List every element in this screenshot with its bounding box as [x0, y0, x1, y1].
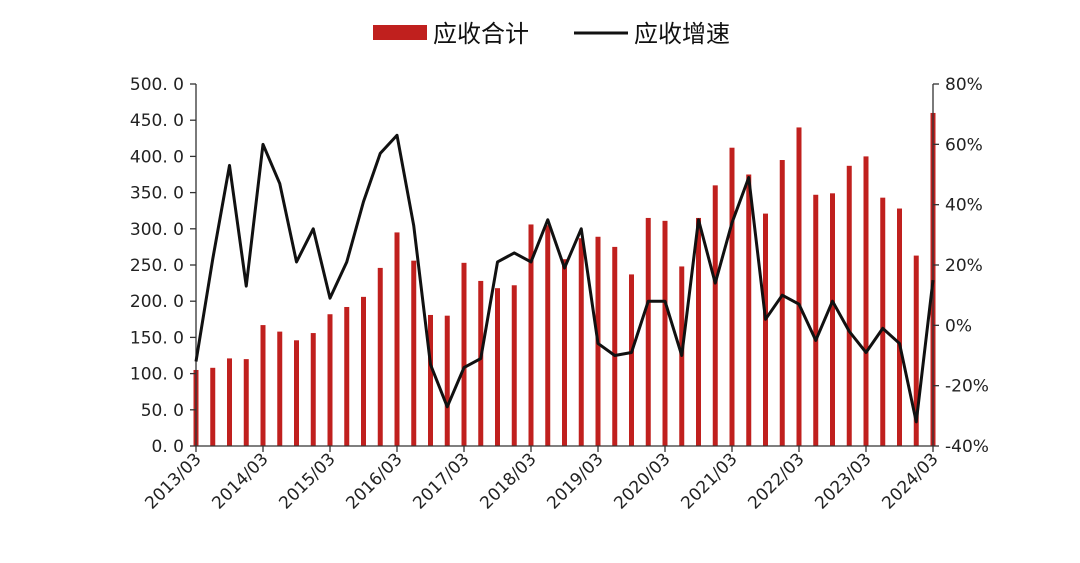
bar: [277, 331, 283, 446]
left-tick-label: 400. 0: [130, 147, 184, 167]
bar: [428, 314, 433, 446]
bar: [562, 259, 567, 446]
right-tick-label: 80%: [945, 75, 983, 95]
x-tick-label: 2014/03: [208, 449, 272, 513]
bar: [645, 217, 651, 446]
bar: [629, 274, 634, 446]
bar: [863, 156, 869, 446]
bar: [846, 165, 852, 446]
bar: [545, 225, 551, 446]
bar: [511, 285, 517, 446]
bar: [294, 340, 299, 446]
right-tick-label: 0%: [945, 316, 972, 336]
legend-label-bar: 应收合计: [433, 20, 529, 48]
left-tick-label: 0. 0: [152, 437, 184, 457]
legend-swatch-bar: [373, 25, 427, 40]
left-tick-label: 200. 0: [130, 292, 184, 312]
bar: [478, 280, 484, 446]
bar: [897, 208, 902, 446]
bar: [461, 262, 467, 446]
left-tick-label: 100. 0: [130, 365, 184, 385]
legend: 应收合计 应收增速: [373, 20, 730, 48]
left-tick-label: 350. 0: [130, 184, 184, 204]
bar: [763, 213, 768, 446]
bar: [227, 358, 232, 446]
bar: [729, 147, 735, 446]
x-tick-label: 2020/03: [610, 449, 674, 513]
bar: [361, 296, 366, 446]
x-tick-label: 2021/03: [677, 449, 741, 513]
bar: [411, 260, 417, 446]
bar: [260, 325, 266, 446]
right-tick-label: 60%: [945, 135, 983, 155]
bar: [394, 232, 400, 446]
bar: [578, 238, 584, 446]
bar: [612, 246, 618, 446]
left-tick-label: 250. 0: [130, 256, 184, 276]
bar: [444, 315, 450, 446]
left-axis-ticks: 500. 0 450. 0 400. 0 350. 0 300. 0 250. 0 200.…: [130, 75, 196, 457]
bar: [696, 217, 701, 446]
right-tick-label: -20%: [945, 377, 989, 397]
bar: [310, 333, 316, 446]
left-tick-label: 500. 0: [130, 75, 184, 95]
x-tick-label: 2017/03: [409, 449, 473, 513]
left-tick-label: 50. 0: [141, 401, 184, 421]
legend-label-line: 应收增速: [634, 20, 730, 48]
right-tick-label: 20%: [945, 256, 983, 276]
x-tick-label: 2022/03: [744, 449, 808, 513]
right-tick-label: 40%: [945, 196, 983, 216]
x-tick-label: 2013/03: [141, 449, 205, 513]
bar: [327, 314, 333, 446]
x-tick-label: 2016/03: [342, 449, 406, 513]
bar: [243, 359, 249, 446]
bar: [880, 197, 886, 446]
x-tick-label: 2019/03: [543, 449, 607, 513]
bar: [779, 160, 785, 446]
bar-series: [193, 112, 936, 447]
bar: [528, 224, 534, 446]
bar: [813, 194, 819, 446]
bar: [796, 127, 802, 446]
x-tick-label: 2015/03: [275, 449, 339, 513]
bar: [830, 193, 835, 446]
bar: [210, 367, 216, 446]
bar: [662, 220, 668, 446]
x-tick-label: 2024/03: [878, 449, 942, 513]
bar: [344, 306, 350, 446]
left-tick-label: 150. 0: [130, 328, 184, 348]
left-tick-label: 450. 0: [130, 111, 184, 131]
bar: [712, 185, 718, 447]
bar: [495, 288, 500, 446]
line-series: [194, 133, 935, 424]
bar: [746, 174, 752, 446]
x-tick-label: 2023/03: [811, 449, 875, 513]
bar: [377, 267, 383, 446]
left-tick-label: 300. 0: [130, 220, 184, 240]
x-axis-ticks: 2013/03 2014/03 2015/03 2016/03 2017/03 2018/…: [141, 446, 943, 513]
bar: [913, 255, 919, 446]
right-tick-label: -40%: [945, 437, 989, 457]
x-tick-label: 2018/03: [476, 449, 540, 513]
right-axis-ticks: 80% 60% 40% 20% 0% -20% -40%: [933, 75, 989, 457]
